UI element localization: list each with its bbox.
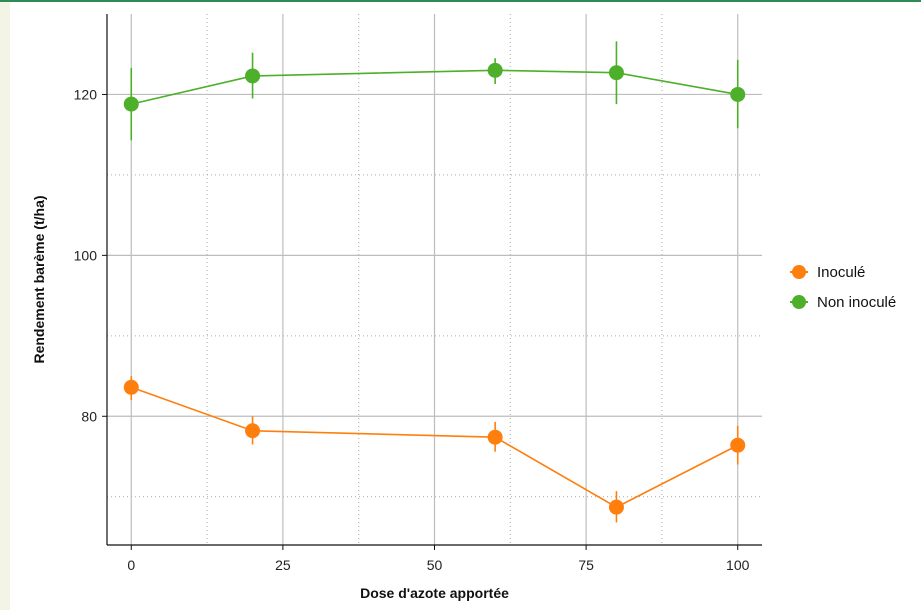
data-point (730, 86, 746, 102)
top-rule (0, 0, 921, 2)
legend-label: Inoculé (817, 264, 865, 281)
data-point (123, 379, 139, 395)
series-2 (123, 41, 746, 141)
data-point (245, 423, 261, 439)
x-axis-title: Dose d'azote apportée (360, 585, 509, 601)
x-tick-label: 100 (726, 557, 750, 573)
data-point (608, 65, 624, 81)
series-1 (123, 376, 746, 523)
y-axis-title: Rendement barème (t/ha) (31, 195, 47, 363)
data-point (730, 437, 746, 453)
y-tick-label: 100 (74, 247, 98, 263)
x-tick-label: 75 (578, 557, 594, 573)
legend-label: Non inoculé (817, 294, 896, 311)
x-tick-label: 0 (127, 557, 135, 573)
data-point (608, 499, 624, 515)
legend-marker (792, 295, 806, 309)
data-point (487, 62, 503, 78)
legend-marker (792, 265, 806, 279)
y-tick-label: 120 (74, 86, 98, 102)
legend-item-2: Non inoculé (790, 294, 896, 311)
legend-item-1: Inoculé (790, 264, 865, 281)
x-tick-label: 50 (427, 557, 443, 573)
x-tick-label: 25 (275, 557, 291, 573)
data-point (123, 96, 139, 112)
data-point (487, 429, 503, 445)
data-point (245, 68, 261, 84)
chart-background (10, 2, 921, 610)
y-tick-label: 80 (81, 408, 97, 424)
